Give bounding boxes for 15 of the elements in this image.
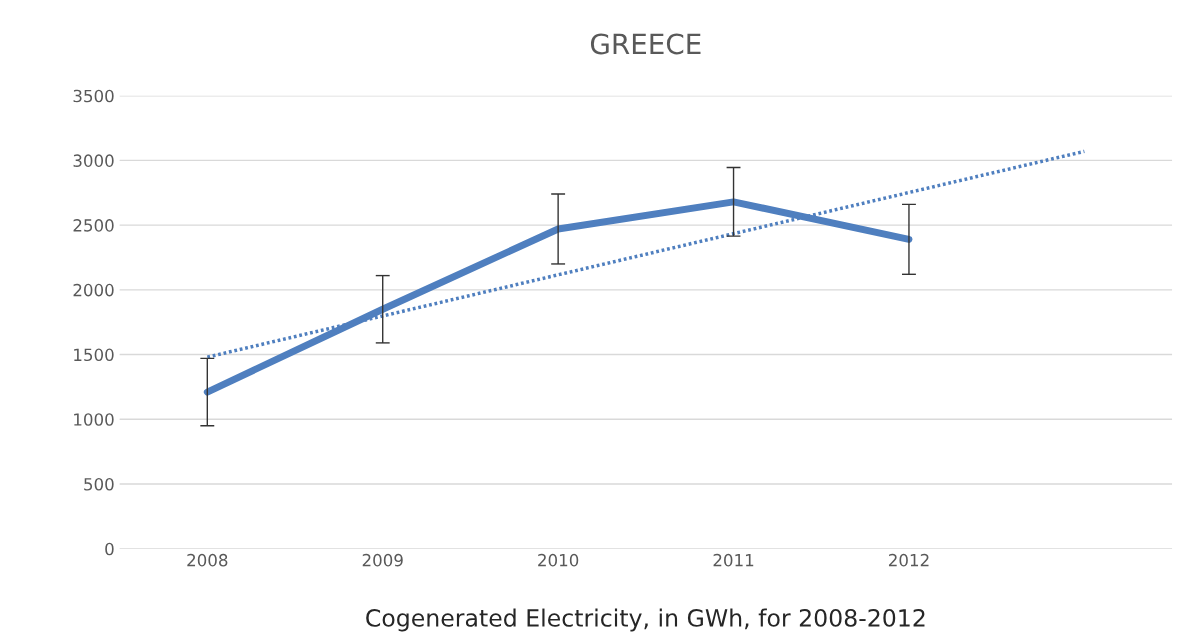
y-tick-label: 2500 xyxy=(73,219,114,232)
y-tick-label: 1000 xyxy=(74,413,114,426)
y-tick-label: 0 xyxy=(105,542,114,556)
x-tick-label: 2009 xyxy=(362,553,403,567)
x-tick-label: 2012 xyxy=(888,553,929,567)
chart-title: GREECE xyxy=(590,33,701,55)
y-tick-label: 500 xyxy=(84,477,114,491)
y-tick-label: 2000 xyxy=(73,283,114,297)
y-tick-label: 3000 xyxy=(73,154,114,167)
y-tick-label: 1500 xyxy=(74,348,114,362)
x-tick-label: 2011 xyxy=(713,553,754,567)
x-tick-label: 2010 xyxy=(538,553,579,567)
x-axis-title: Cogenerated Electricity, in GWh, for 2008-2012 xyxy=(366,608,925,632)
y-tick-label: 3500 xyxy=(73,89,114,103)
x-tick-label: 2008 xyxy=(187,553,228,567)
